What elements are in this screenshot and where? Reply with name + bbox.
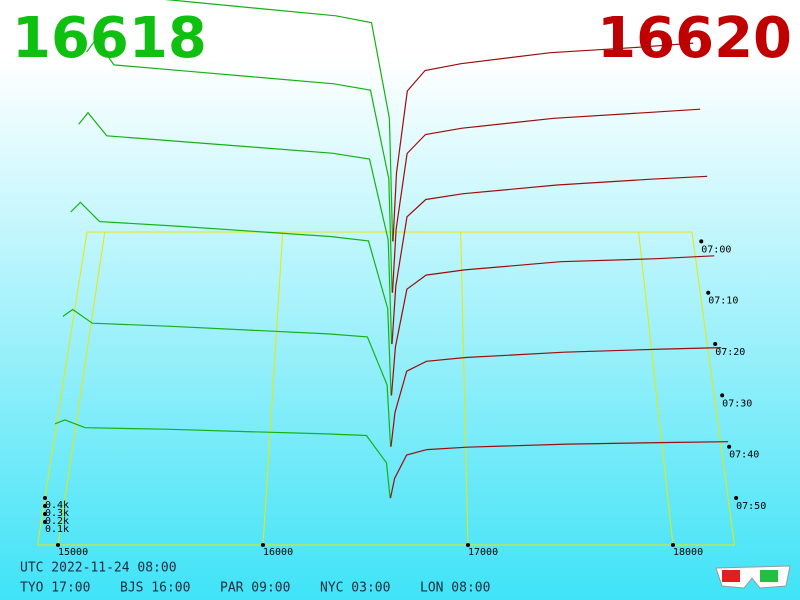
- depth-line: [392, 42, 694, 242]
- x-tick: [671, 543, 675, 547]
- x-tick-label: 17000: [468, 547, 498, 558]
- y-tick: [43, 512, 47, 516]
- city-time: BJS 16:00: [120, 581, 190, 596]
- time-tick: [720, 393, 725, 398]
- time-label: 07:20: [715, 347, 745, 358]
- floor: [36, 231, 736, 546]
- x-tick: [56, 543, 60, 547]
- time-label: 07:50: [736, 501, 766, 512]
- y-tick: [43, 496, 47, 500]
- y-tick-label: 0.4k: [45, 500, 69, 511]
- time-label: 07:10: [708, 296, 738, 307]
- y-tick: [43, 520, 47, 524]
- time-tick: [727, 444, 732, 449]
- city-time: NYC 03:00: [320, 581, 390, 596]
- time-label: 07:40: [729, 450, 759, 461]
- ask-price: 16620: [597, 6, 792, 71]
- depth-line: [390, 347, 722, 447]
- time-tick: [734, 496, 739, 501]
- depth-line: [164, 0, 394, 242]
- glasses-icon: [715, 565, 791, 589]
- x-tick: [261, 543, 265, 547]
- y-tick-label: 0.3k: [45, 508, 69, 519]
- depth-line: [86, 38, 393, 293]
- x-tick: [466, 543, 470, 547]
- grid-line: [262, 231, 284, 546]
- city-time: TYO 17:00: [20, 581, 90, 596]
- depth-line: [391, 108, 701, 293]
- time-tick: [706, 290, 711, 295]
- time-tick: [713, 342, 718, 347]
- depth-line: [70, 201, 392, 396]
- grid-line: [638, 231, 674, 546]
- x-tick-label: 18000: [673, 547, 703, 558]
- utc-time: UTC 2022-11-24 08:00: [20, 561, 177, 576]
- depth-line: [390, 255, 715, 396]
- grid-line: [460, 231, 469, 546]
- city-time: LON 08:00: [420, 581, 490, 596]
- y-tick-label: 0.1k: [45, 524, 69, 535]
- time-label: 07:00: [701, 244, 731, 255]
- x-tick-label: 15000: [58, 547, 88, 558]
- x-tick-label: 16000: [263, 547, 293, 558]
- time-tick: [699, 239, 704, 244]
- time-label: 07:30: [722, 398, 752, 409]
- depth-line: [54, 419, 391, 499]
- city-time: PAR 09:00: [220, 581, 290, 596]
- y-tick-label: 0.2k: [45, 516, 69, 527]
- grid-line: [57, 231, 106, 546]
- depth-line: [389, 441, 729, 499]
- y-tick: [43, 504, 47, 508]
- bid-price: 16618: [12, 6, 207, 71]
- depth-line: [62, 308, 392, 447]
- depth-line: [78, 111, 393, 345]
- depth-line: [391, 175, 708, 345]
